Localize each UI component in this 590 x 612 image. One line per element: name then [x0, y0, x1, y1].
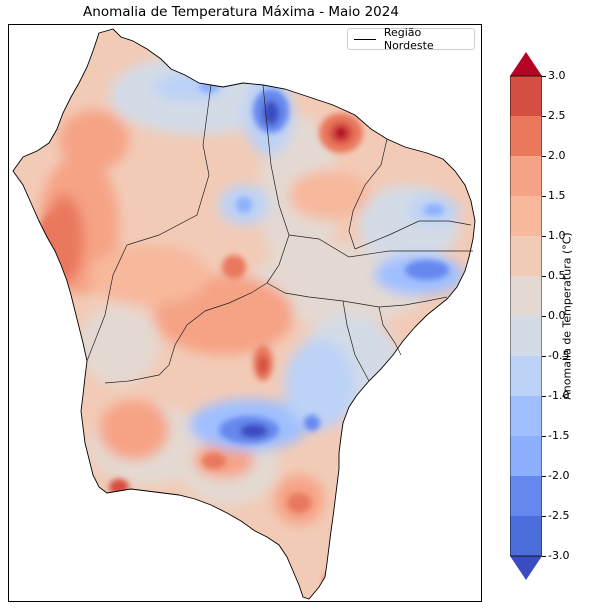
colorbar-extend-top — [510, 52, 542, 76]
colorbar-tick-label: -1.0 — [548, 389, 570, 402]
colorbar-tick-mark — [542, 196, 546, 197]
colorbar-band — [510, 436, 542, 477]
colorbar-tick-label: 1.0 — [548, 229, 566, 242]
colorbar-band — [510, 476, 542, 517]
anomaly-map — [12, 28, 476, 600]
colorbar-band — [510, 516, 542, 557]
map-title: Anomalia de Temperatura Máxima - Maio 20… — [83, 4, 399, 20]
colorbar-band — [510, 236, 542, 277]
colorbar-band — [510, 76, 542, 117]
colorbar-tick-mark — [542, 476, 546, 477]
colorbar-tick-label: 3.0 — [548, 69, 566, 82]
map-frame — [8, 24, 482, 602]
colorbar-tick-mark — [542, 76, 546, 77]
colorbar-tick-label: -1.5 — [548, 429, 570, 442]
colorbar — [510, 52, 542, 580]
colorbar-tick-label: 0.0 — [548, 309, 566, 322]
colorbar-band — [510, 396, 542, 437]
colorbar-band — [510, 116, 542, 157]
colorbar-tick-label: 1.5 — [548, 189, 566, 202]
colorbar-tick-label: -2.0 — [548, 469, 570, 482]
anomaly-field — [13, 29, 475, 599]
colorbar-tick-label: -3.0 — [548, 549, 570, 562]
colorbar-tick-mark — [542, 556, 546, 557]
legend-line-swatch — [354, 38, 376, 40]
region-outline — [12, 28, 476, 600]
colorbar-tick-label: -2.5 — [548, 509, 570, 522]
colorbar-tick-mark — [542, 516, 546, 517]
colorbar-tick-mark — [542, 316, 546, 317]
colorbar-tick-label: 2.5 — [548, 109, 566, 122]
legend-label: Região Nordeste — [383, 26, 434, 52]
colorbar-tick-label: 2.0 — [548, 149, 566, 162]
colorbar-tick-mark — [542, 156, 546, 157]
state-borders — [86, 84, 473, 384]
colorbar-cells — [510, 76, 542, 557]
map-legend: Região Nordeste — [347, 26, 475, 52]
colorbar-band — [510, 276, 542, 317]
colorbar-band — [510, 356, 542, 397]
colorbar-tick-mark — [542, 276, 546, 277]
colorbar-tick-label: 0.5 — [548, 269, 566, 282]
colorbar-tick-mark — [542, 436, 546, 437]
colorbar-extend-bottom — [510, 556, 542, 580]
colorbar-band — [510, 316, 542, 357]
colorbar-band — [510, 156, 542, 197]
colorbar-outline — [510, 75, 542, 557]
colorbar-tick-mark — [542, 236, 546, 237]
colorbar-tick-mark — [542, 396, 546, 397]
colorbar-band — [510, 196, 542, 237]
colorbar-tick-mark — [542, 356, 546, 357]
colorbar-tick-mark — [542, 116, 546, 117]
colorbar-label: Anomalia de Temperatura (°C) — [560, 232, 574, 400]
colorbar-tick-label: -0.5 — [548, 349, 570, 362]
